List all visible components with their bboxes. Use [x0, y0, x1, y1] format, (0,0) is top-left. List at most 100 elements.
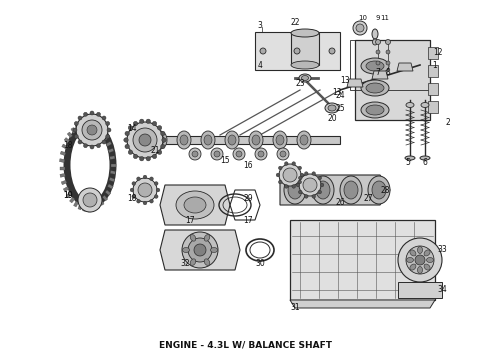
- Ellipse shape: [288, 181, 302, 199]
- Ellipse shape: [182, 248, 190, 252]
- Bar: [74, 201, 78, 207]
- Bar: [89, 122, 92, 127]
- Ellipse shape: [372, 181, 386, 199]
- Ellipse shape: [410, 264, 416, 270]
- Circle shape: [312, 172, 316, 175]
- Polygon shape: [398, 282, 442, 298]
- Ellipse shape: [228, 135, 236, 145]
- Text: 32: 32: [180, 260, 190, 269]
- Circle shape: [133, 121, 138, 126]
- Text: 5: 5: [406, 158, 411, 166]
- Circle shape: [150, 177, 153, 181]
- Circle shape: [386, 61, 390, 65]
- Bar: [67, 132, 73, 138]
- Circle shape: [107, 128, 111, 132]
- Polygon shape: [280, 175, 390, 205]
- Circle shape: [298, 180, 301, 184]
- Ellipse shape: [176, 191, 214, 219]
- Polygon shape: [347, 79, 363, 87]
- Circle shape: [214, 151, 220, 157]
- Bar: [106, 141, 112, 147]
- Bar: [428, 83, 438, 95]
- Circle shape: [255, 148, 267, 160]
- Circle shape: [157, 126, 162, 130]
- Bar: [63, 186, 69, 192]
- Bar: [97, 126, 101, 132]
- Ellipse shape: [372, 39, 377, 45]
- Bar: [109, 177, 115, 182]
- Circle shape: [127, 122, 163, 158]
- Circle shape: [278, 166, 282, 170]
- Text: 21: 21: [150, 145, 160, 154]
- Bar: [100, 130, 105, 136]
- Circle shape: [102, 140, 106, 144]
- Ellipse shape: [312, 176, 334, 204]
- Bar: [60, 151, 66, 156]
- Circle shape: [78, 116, 82, 120]
- Bar: [70, 197, 75, 203]
- Circle shape: [83, 193, 97, 207]
- Ellipse shape: [424, 264, 430, 270]
- Polygon shape: [290, 220, 435, 300]
- Text: 33: 33: [437, 246, 447, 255]
- Bar: [80, 122, 83, 128]
- Ellipse shape: [190, 259, 196, 265]
- Bar: [62, 144, 68, 149]
- Circle shape: [137, 177, 140, 181]
- Circle shape: [133, 178, 157, 202]
- Ellipse shape: [417, 266, 422, 274]
- Circle shape: [138, 183, 152, 197]
- Circle shape: [299, 174, 321, 196]
- Circle shape: [318, 176, 321, 180]
- Circle shape: [189, 148, 201, 160]
- Bar: [428, 65, 438, 77]
- Polygon shape: [160, 185, 230, 225]
- Text: 19: 19: [63, 190, 73, 199]
- Bar: [102, 195, 108, 201]
- Polygon shape: [397, 63, 413, 71]
- Circle shape: [276, 173, 280, 177]
- Bar: [105, 190, 111, 195]
- Circle shape: [161, 131, 165, 136]
- Circle shape: [233, 148, 245, 160]
- Polygon shape: [290, 300, 435, 308]
- Bar: [110, 156, 115, 159]
- Circle shape: [329, 48, 335, 54]
- Ellipse shape: [177, 131, 191, 149]
- Ellipse shape: [249, 131, 263, 149]
- Circle shape: [125, 144, 129, 149]
- Circle shape: [156, 188, 160, 192]
- Circle shape: [192, 151, 198, 157]
- Circle shape: [74, 121, 78, 126]
- Ellipse shape: [156, 135, 164, 145]
- Circle shape: [150, 199, 153, 203]
- Circle shape: [124, 138, 128, 142]
- Ellipse shape: [204, 135, 212, 145]
- Circle shape: [83, 112, 88, 116]
- Bar: [145, 136, 340, 144]
- Polygon shape: [255, 32, 340, 70]
- Circle shape: [83, 144, 88, 148]
- Text: 23: 23: [295, 78, 305, 87]
- Circle shape: [406, 246, 434, 274]
- Ellipse shape: [424, 250, 430, 256]
- Circle shape: [375, 40, 381, 45]
- Circle shape: [133, 128, 157, 152]
- Ellipse shape: [340, 176, 362, 204]
- Ellipse shape: [300, 135, 308, 145]
- Text: 11: 11: [381, 15, 390, 21]
- Text: 6: 6: [422, 158, 427, 166]
- Bar: [64, 138, 70, 143]
- Ellipse shape: [190, 235, 196, 241]
- Text: 24: 24: [335, 90, 345, 99]
- Ellipse shape: [361, 102, 389, 118]
- Ellipse shape: [417, 247, 422, 253]
- Text: 10: 10: [359, 15, 368, 21]
- Text: 17: 17: [243, 216, 253, 225]
- Bar: [103, 135, 109, 141]
- Text: 17: 17: [185, 216, 195, 225]
- Text: 9: 9: [376, 15, 380, 21]
- Ellipse shape: [328, 105, 336, 111]
- Ellipse shape: [406, 103, 414, 108]
- Circle shape: [76, 114, 108, 146]
